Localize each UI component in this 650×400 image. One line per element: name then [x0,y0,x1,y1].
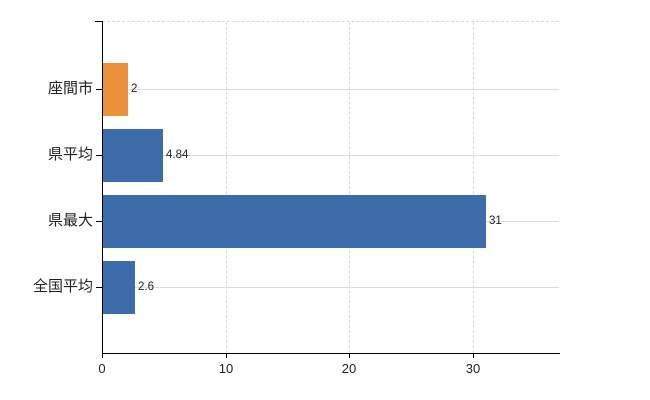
grid-line-vertical [226,22,227,353]
bar-value-label: 2 [131,83,138,95]
y-axis-tick [96,221,102,222]
bar [103,63,128,116]
grid-line-vertical [349,22,350,353]
grid-line-horizontal [103,155,559,156]
y-axis-top-tick [95,21,102,22]
grid-line-vertical [473,22,474,353]
category-label: 座間市 [47,80,93,97]
bar [103,129,163,182]
category-label: 県平均 [47,146,93,163]
bar-value-label: 31 [489,215,502,227]
bar-value-label: 4.84 [166,149,189,161]
plot-top-border [102,21,559,22]
x-axis-tick [102,354,103,358]
x-axis-tick [226,354,227,358]
x-tick-label: 30 [465,361,481,376]
x-axis-line [102,353,560,354]
grid-line-horizontal [103,89,559,90]
y-axis-tick [96,89,102,90]
x-tick-label: 10 [218,361,234,376]
x-axis-tick [349,354,350,358]
y-axis-line [102,21,103,354]
y-axis-tick [96,287,102,288]
bar-value-label: 2.6 [138,281,154,293]
y-axis-tick [96,155,102,156]
grid-line-horizontal [103,287,559,288]
category-label: 全国平均 [32,278,93,295]
category-label: 県最大 [47,212,93,229]
bar [103,261,135,314]
bar [103,195,486,248]
x-tick-label: 20 [341,361,357,376]
x-axis-tick [473,354,474,358]
x-tick-label: 0 [98,361,106,376]
